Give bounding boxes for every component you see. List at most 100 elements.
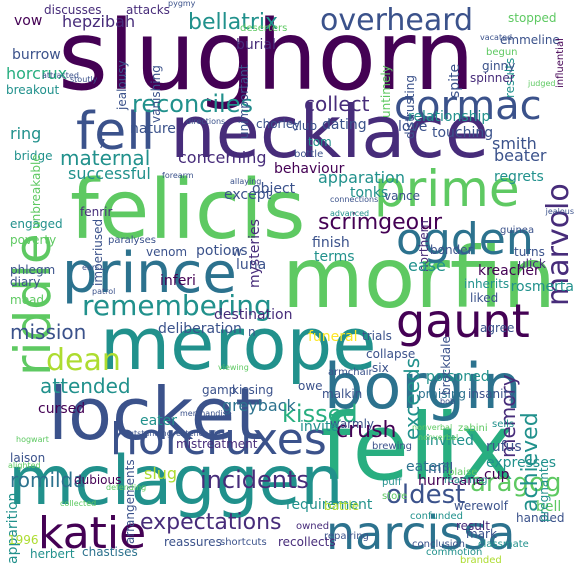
word-begun: begun (486, 47, 518, 58)
word-except: except (224, 187, 272, 203)
word-hurricane: hurricane (418, 473, 485, 489)
word-spinner: spinner (470, 71, 515, 85)
word-eaters: eaters (406, 459, 451, 475)
word-reassures: reassures (164, 535, 222, 549)
word-kreacher: kreacher (478, 263, 540, 279)
word-poverty: poverty (10, 233, 57, 247)
word-dean: dean (46, 343, 121, 378)
word-cormac: cormac (394, 83, 542, 129)
word-vanishing: vanishing (149, 64, 163, 123)
word-gaunt: gaunt (396, 294, 530, 348)
word-oldest: oldest (386, 480, 466, 510)
word-felix: felix (320, 394, 515, 501)
word-hogwart: hogwart (16, 435, 49, 444)
word-expectations: expectations (140, 510, 282, 535)
word-brewing: brewing (372, 441, 413, 452)
word-mission: mission (10, 320, 87, 344)
word-slug: slug (144, 464, 178, 483)
word-rufus: rufus (486, 439, 522, 455)
word-n: n (248, 325, 256, 339)
word-inferi: inferi (160, 273, 196, 289)
word-bonder: bonder (430, 243, 473, 257)
word-alighted: alighted (8, 461, 41, 470)
word-incidents: incidents (200, 466, 309, 494)
word-ulick: ulick (518, 257, 546, 271)
word-destination: destination (214, 307, 293, 323)
word-mark: mark (466, 527, 497, 541)
word-connections: connections (330, 195, 379, 204)
word-bottle: bottle (294, 149, 324, 160)
word-handled: handled (516, 511, 565, 525)
word-kissed: kissed (282, 400, 358, 428)
word-bell: bell (536, 499, 562, 515)
word-emmeline: emmeline (500, 33, 560, 47)
word-locket: locket (48, 372, 264, 456)
word-arrangements: arrangements (123, 459, 137, 545)
word-narcissa: narcissa (326, 506, 516, 560)
word-cup: cup (484, 467, 510, 483)
word-stopped: stopped (508, 11, 557, 25)
word-club: club (292, 119, 318, 133)
word-dating: dating (322, 117, 367, 133)
word-untimely: untimely (379, 64, 393, 118)
word-nonverbal: nonverbal (418, 433, 459, 442)
word-pregnant: pregnant (537, 467, 551, 522)
word-store: store (382, 491, 408, 502)
word-scrimgeour: scrimgeour (318, 210, 443, 235)
word-forearm: forearm (162, 171, 194, 180)
word-conclusion: conclusion (412, 539, 466, 550)
word-invited: invited (426, 433, 474, 449)
word-chastises: chastises (82, 545, 138, 559)
word-katie: katie (38, 508, 147, 559)
word-bellatrix: bellatrix (188, 10, 279, 35)
word-laison: laison (10, 451, 46, 465)
word-ginny: ginny (482, 59, 516, 73)
word-puff: puff (382, 477, 402, 488)
word-diary: diary (10, 275, 41, 289)
word-tonks: tonks (350, 185, 389, 201)
word-result: result (456, 519, 490, 533)
word-praising: praising (418, 387, 467, 401)
word-funeral: funeral (308, 329, 358, 345)
word-blaise: blaise (448, 467, 478, 478)
word-unimportant: unimportant (237, 64, 251, 140)
word-overheard: overheard (320, 3, 474, 38)
word-shortcuts: shortcuts (220, 537, 267, 548)
word-mill: mill (428, 461, 454, 477)
word-inherits: inherits (464, 277, 510, 291)
word-malkin: malkin (322, 387, 363, 401)
word-nonverbal: nonverbal (412, 423, 453, 432)
word-insanity: insanity (468, 387, 516, 401)
word-borgin: borgin (324, 350, 522, 423)
word-engaged: engaged (10, 217, 63, 231)
word-terms: terms (314, 249, 355, 265)
word-finish: finish (312, 235, 350, 251)
word-warmly: warmly (330, 417, 375, 431)
word-recollects: recollects (278, 535, 336, 549)
word-confunded: confunded (410, 511, 463, 522)
word-behaviour: behaviour (274, 161, 345, 177)
word-hepzibah: hepzibah (62, 12, 136, 31)
word-deserters: deserters (240, 23, 288, 34)
word-eater: eater (140, 413, 178, 429)
word-requirement: requirement (286, 497, 373, 513)
word-patrol: patrol (92, 287, 116, 296)
word-paralyses: paralyses (108, 235, 156, 246)
word-fenrir: fenrir (80, 205, 113, 219)
word-horcrux: horcrux (6, 64, 68, 83)
word-breakout: breakout (6, 83, 60, 97)
word-concerning: concerning (178, 148, 267, 167)
word-six: six (372, 361, 389, 375)
word-classmate: classmate (478, 539, 529, 550)
word-merope: merope (100, 302, 377, 386)
word-reconciles: reconciles (132, 90, 253, 118)
word-trials: trials (362, 329, 392, 343)
word-bob: bob (440, 397, 456, 406)
word-battle: battle (324, 499, 360, 513)
word-slughorn: slughorn (58, 0, 475, 112)
word-vance: vance (384, 189, 421, 203)
word-venom: venom (146, 245, 188, 259)
word-greyback: greyback (222, 396, 296, 415)
word-felicis: felicis (70, 163, 306, 258)
